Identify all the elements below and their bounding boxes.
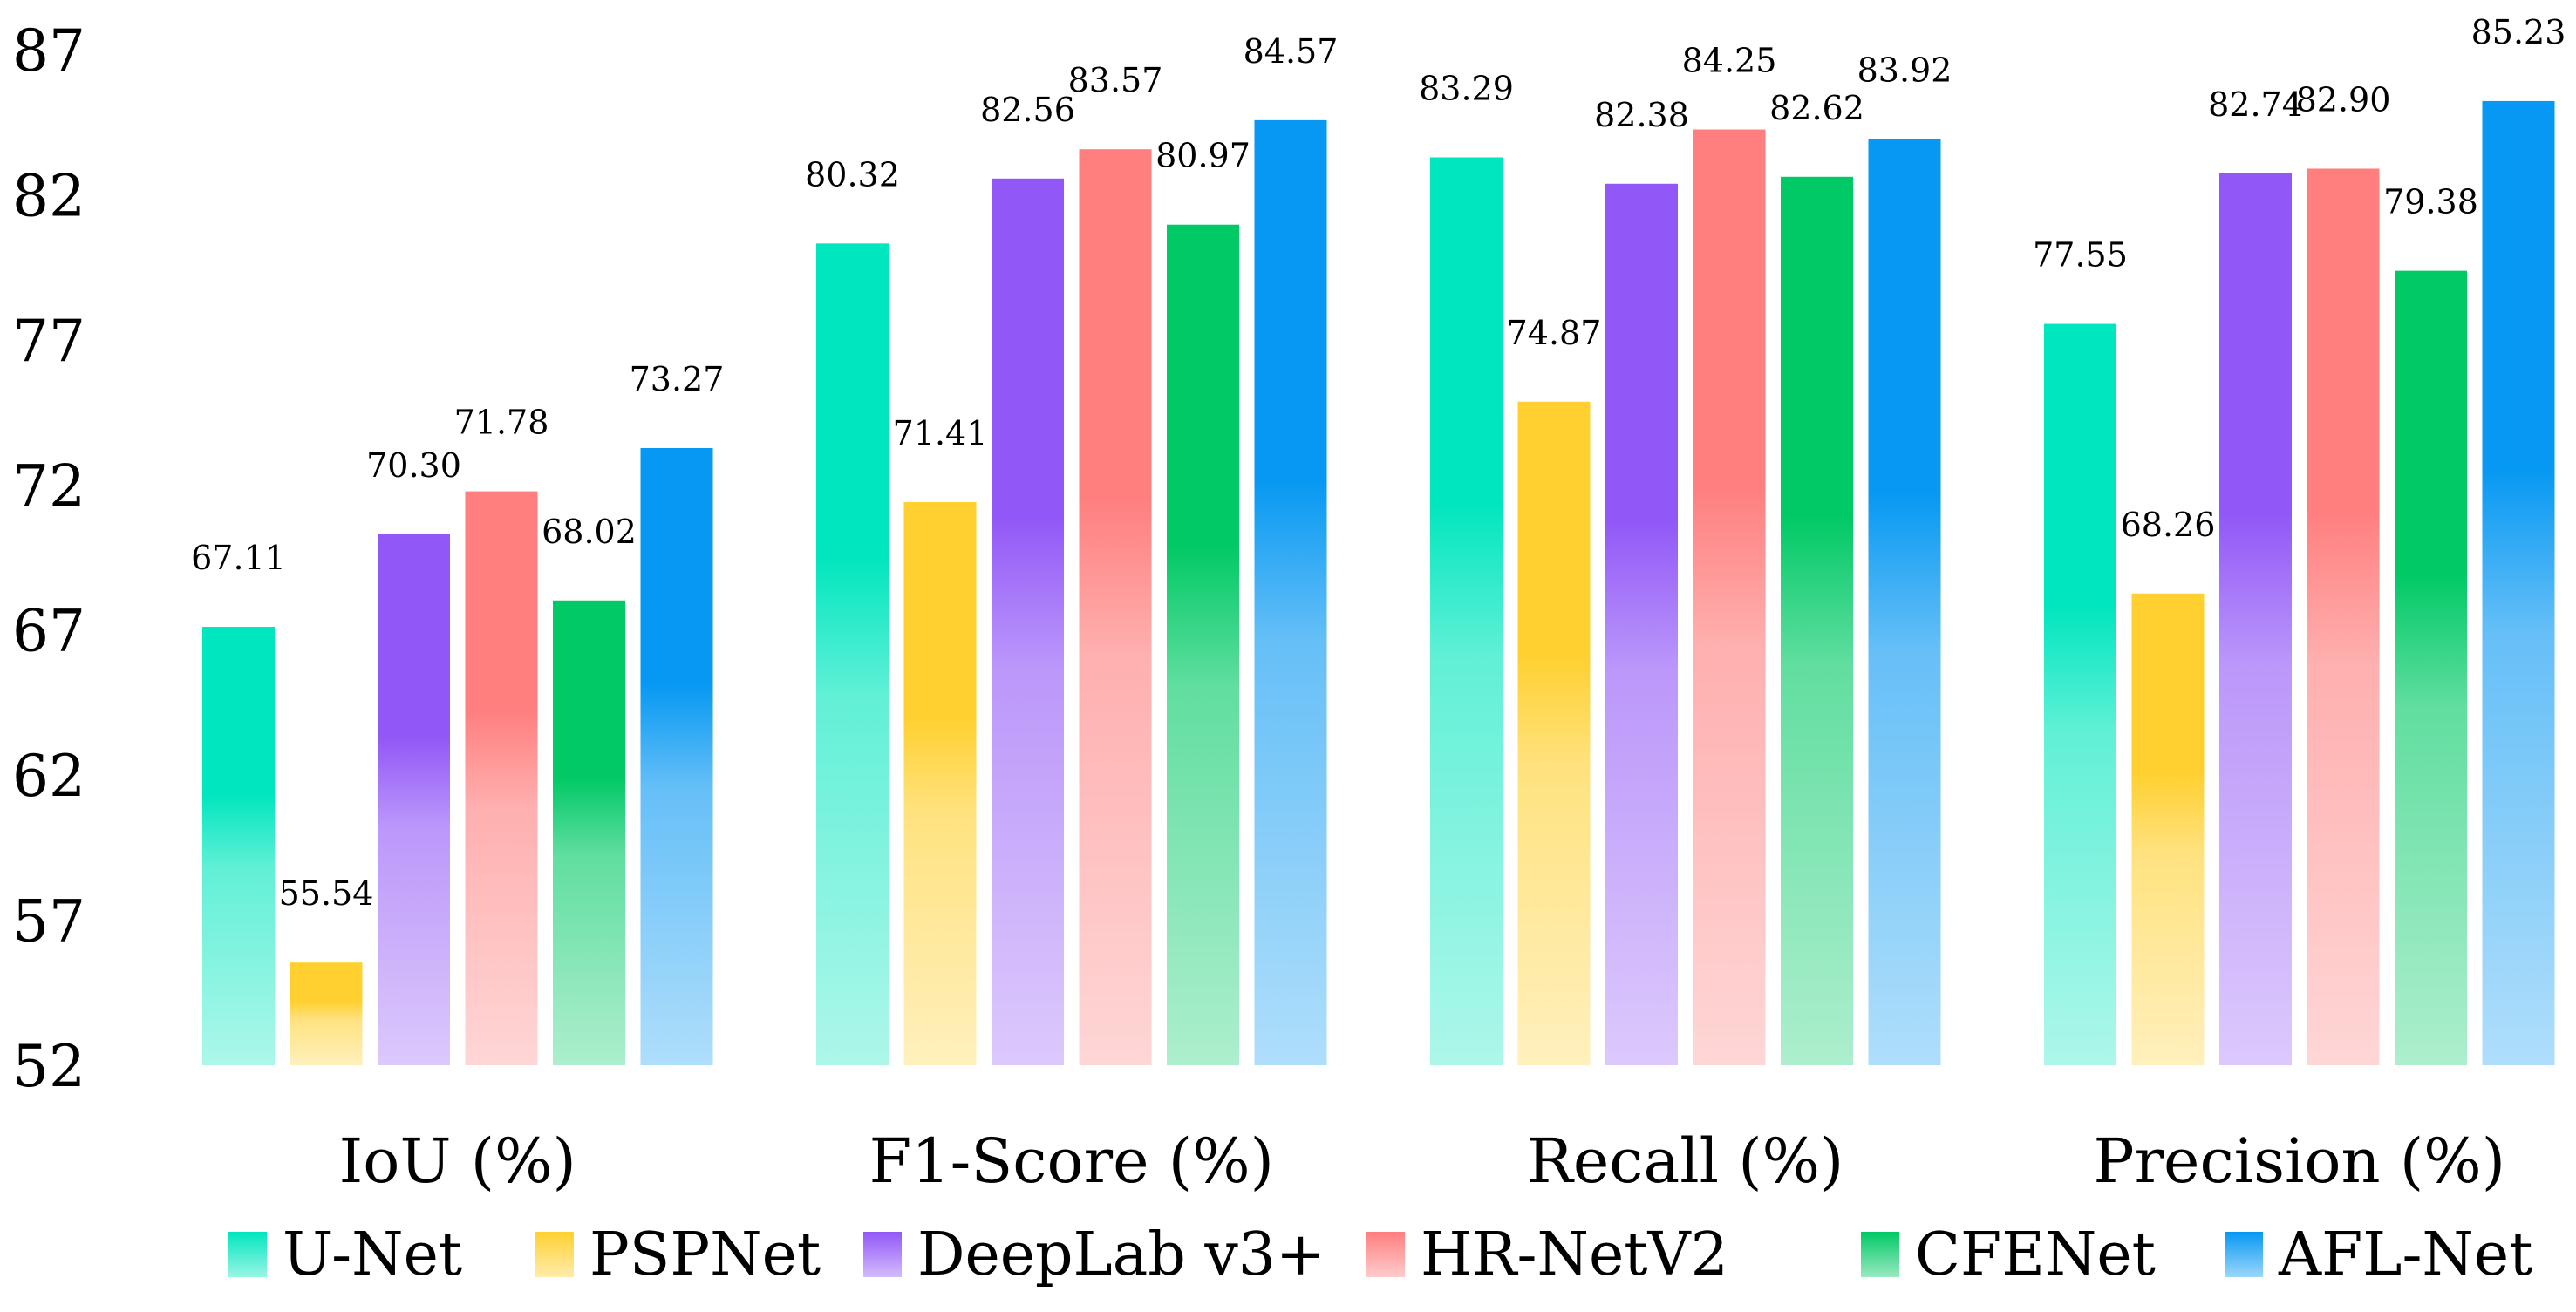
y-axis: 52 57 62 67 72 77 82 87 [12,17,85,1100]
bar-pspnet-precision [2131,593,2205,1065]
value-label-u-net-iou: 67.11 [191,539,286,577]
y-tick-label-77: 77 [12,308,85,375]
legend-swatch-deeplab-v3 [863,1232,902,1277]
legend-item-hr-netv2: HR-NetV2 [1366,1220,1728,1289]
bar-pspnet-recall [1517,401,1591,1065]
bar-hr-netv2-iou [465,491,538,1065]
legend-item-deeplab-v3: DeepLab v3+ [863,1220,1325,1289]
bar-pspnet-iou [290,962,363,1065]
legend-swatch-cfenet [1861,1232,1899,1277]
value-label-hr-netv2-f1-score: 83.57 [1068,61,1163,99]
legend-swatch-afl-net [2225,1232,2263,1277]
value-label-pspnet-iou: 55.54 [279,874,374,913]
value-label-hr-netv2-recall: 84.25 [1682,42,1777,80]
legend-swatch-pspnet [535,1232,574,1277]
bar-pspnet-f1-score [903,501,977,1065]
x-axis: IoU (%) F1-Score (%) Recall (%) Precision (… [339,1125,2505,1197]
bar-afl-net-recall [1868,139,1941,1065]
category-label-f1-score: F1-Score (%) [869,1125,1274,1197]
value-label-u-net-precision: 77.55 [2033,236,2128,275]
bar-deeplab-v3-recall [1605,183,1678,1065]
bar-afl-net-precision [2482,100,2555,1065]
y-tick-label-82: 82 [12,162,85,229]
value-label-pspnet-precision: 68.26 [2121,506,2216,544]
bar-u-net-recall [1430,157,1503,1066]
bar-cfenet-iou [553,600,625,1065]
value-label-hr-netv2-precision: 82.90 [2296,80,2391,119]
value-label-cfenet-f1-score: 80.97 [1155,137,1251,175]
bar-cfenet-precision [2395,270,2467,1065]
category-label-recall: Recall (%) [1527,1125,1843,1197]
category-label-iou: IoU (%) [339,1125,576,1197]
value-label-pspnet-f1-score: 71.41 [893,414,988,452]
value-label-cfenet-precision: 79.38 [2383,183,2478,221]
value-label-deeplab-v3-f1-score: 82.56 [980,91,1075,129]
bar-hr-netv2-precision [2307,168,2380,1065]
bar-deeplab-v3-precision [2219,173,2292,1066]
value-label-deeplab-v3-iou: 70.30 [366,446,461,485]
value-label-u-net-f1-score: 80.32 [805,155,900,194]
bar-cfenet-f1-score [1167,224,1239,1065]
legend-label-hr-netv2: HR-NetV2 [1421,1220,1728,1289]
legend-item-afl-net: AFL-Net [2225,1220,2533,1289]
value-label-afl-net-f1-score: 84.57 [1244,32,1339,71]
bar-afl-net-iou [640,448,713,1065]
bar-u-net-precision [2044,323,2116,1065]
value-label-hr-netv2-iou: 71.78 [454,404,549,442]
bar-deeplab-v3-f1-score [992,178,1064,1065]
y-tick-label-72: 72 [12,452,85,520]
value-label-afl-net-iou: 73.27 [630,360,725,398]
y-tick-label-62: 62 [12,743,85,810]
legend-label-u-net: U-Net [283,1220,462,1289]
legend-item-cfenet: CFENet [1861,1220,2156,1289]
y-tick-label-87: 87 [12,17,85,85]
y-tick-label-52: 52 [12,1033,85,1100]
value-label-deeplab-v3-recall: 82.38 [1594,96,1689,134]
bar-afl-net-f1-score [1254,119,1327,1066]
value-label-deeplab-v3-precision: 82.74 [2208,85,2303,124]
y-tick-label-67: 67 [12,598,85,665]
legend-label-deeplab-v3: DeepLab v3+ [917,1220,1325,1289]
bar-hr-netv2-recall [1693,129,1766,1065]
bars: 67.11 55.54 70.30 71.78 68.02 73.27 80.32 71.41… [191,13,2566,1066]
legend-label-pspnet: PSPNet [589,1220,821,1289]
legend-swatch-u-net [228,1232,267,1277]
value-label-pspnet-recall: 74.87 [1507,314,1602,352]
y-tick-label-57: 57 [12,888,85,955]
value-label-u-net-recall: 83.29 [1419,69,1514,107]
value-label-cfenet-iou: 68.02 [542,513,637,551]
category-label-precision: Precision (%) [2094,1125,2506,1197]
value-label-afl-net-precision: 85.23 [2471,13,2566,51]
bar-u-net-iou [202,627,275,1065]
legend-label-cfenet: CFENet [1915,1220,2156,1289]
value-label-afl-net-recall: 83.92 [1857,51,1952,90]
bar-u-net-f1-score [816,243,889,1065]
legend-label-afl-net: AFL-Net [2278,1220,2533,1289]
legend: U-Net PSPNet DeepLab v3+ HR-NetV2 CFENet AFL-… [228,1220,2533,1289]
value-label-cfenet-recall: 82.62 [1769,89,1864,127]
bar-hr-netv2-f1-score [1079,149,1152,1065]
legend-swatch-hr-netv2 [1366,1232,1405,1277]
bar-cfenet-recall [1781,176,1853,1065]
bar-deeplab-v3-iou [378,534,450,1065]
legend-item-u-net: U-Net [228,1220,462,1289]
legend-item-pspnet: PSPNet [535,1220,821,1289]
